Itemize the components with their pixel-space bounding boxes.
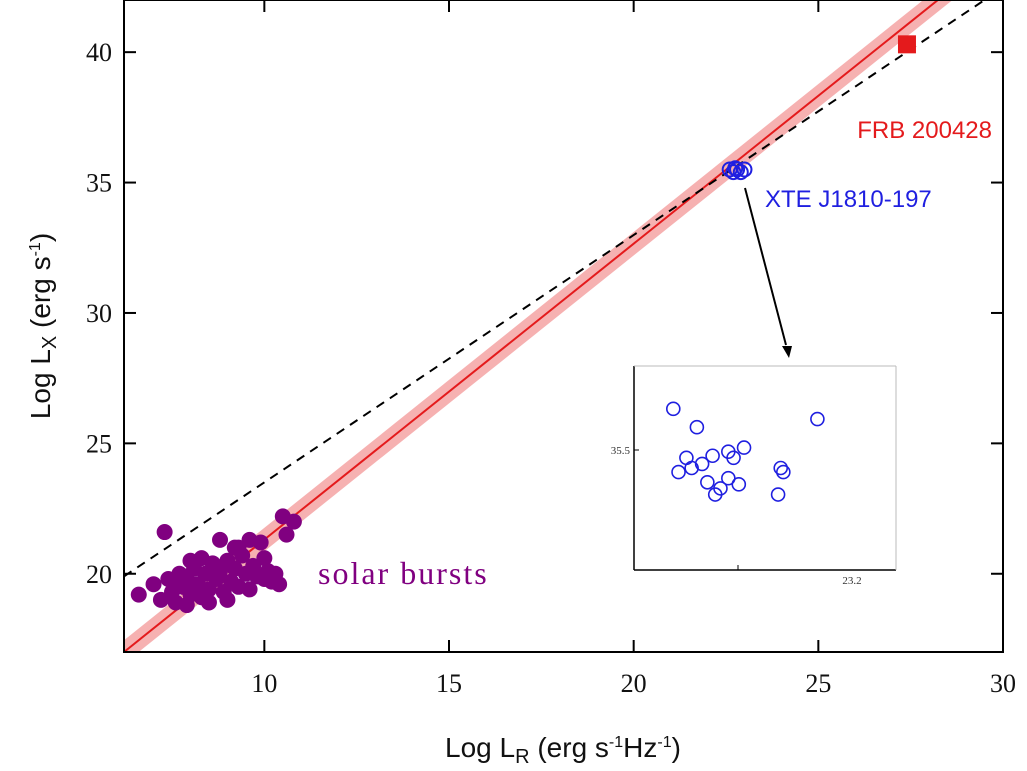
frb-200428-point: [897, 35, 916, 54]
inset-point: [684, 460, 699, 476]
inset-background: [634, 366, 896, 570]
plot-area: [124, 0, 986, 652]
solar-bursts-point: [285, 513, 302, 530]
solar-bursts-point: [152, 591, 169, 608]
solar-bursts-point: [167, 576, 184, 593]
y-tick-label: 30: [86, 299, 112, 328]
solar-bursts-point: [145, 576, 162, 593]
label-frb-200428: FRB 200428: [857, 117, 992, 144]
solar-bursts-point: [256, 550, 273, 567]
x-tick-label: 15: [436, 669, 462, 698]
solar-bursts-point: [182, 552, 199, 569]
inset-x-tick-label: 23.2: [842, 575, 861, 587]
inset-point: [773, 460, 789, 476]
inset-point: [713, 481, 728, 496]
zoom-arrow-head: [782, 346, 792, 358]
solar-bursts-point: [156, 524, 173, 541]
y-tick-label: 25: [86, 429, 112, 458]
inset-point: [731, 477, 747, 492]
inset-point: [721, 444, 736, 459]
xte-j1810-197-point: [727, 160, 744, 177]
inset-point: [671, 464, 686, 480]
zoom-arrow-line: [744, 187, 787, 346]
label-solar-bursts: solar bursts: [318, 555, 489, 591]
y-tick-label: 20: [86, 560, 112, 589]
solar-bursts-point: [178, 597, 195, 614]
solar-bursts-point: [226, 539, 243, 556]
annotations: FRB 200428 XTE J1810-197 solar bursts: [318, 117, 992, 591]
fit-line: [124, 0, 940, 652]
x-tick-label: 30: [990, 669, 1016, 698]
solar-bursts-point: [212, 531, 229, 548]
solar-bursts-point: [200, 594, 217, 611]
plot-frame: [123, 0, 1004, 653]
y-tick-label: 35: [86, 169, 112, 198]
inset-zoom: 35.5 23.2: [611, 365, 897, 587]
x-tick-label: 20: [621, 669, 647, 698]
inset-point: [694, 456, 710, 472]
label-xte-j1810-197: XTE J1810-197: [765, 186, 932, 213]
dashed-reference-line: [124, 0, 986, 578]
inset-point: [689, 419, 705, 435]
inset-point: [721, 470, 736, 486]
x-tick-label: 10: [251, 669, 277, 698]
inset-point: [700, 474, 715, 490]
solar-bursts-point: [241, 581, 258, 598]
inset-y-tick-label: 35.5: [611, 445, 631, 457]
solar-bursts-point: [130, 586, 147, 603]
solar-bursts-point: [271, 576, 288, 593]
inset-point: [665, 401, 681, 417]
inset-point: [770, 487, 786, 502]
axes: 10 15 20 25 30 20 25 30 35 40: [86, 0, 1016, 698]
inset-point: [810, 411, 825, 427]
solar-bursts-point: [219, 591, 236, 608]
inset-point: [776, 464, 791, 480]
solar-bursts-point: [241, 531, 258, 548]
inset-point: [736, 440, 752, 455]
solar-bursts-point: [278, 526, 295, 543]
x-tick-label: 25: [805, 669, 831, 698]
xte-j1810-197-point: [736, 161, 753, 178]
xte-j1810-197-point: [729, 161, 746, 178]
x-axis-title: Log LR (erg s-1Hz-1): [445, 732, 681, 768]
y-tick-label: 40: [86, 38, 112, 67]
inset-point: [705, 448, 720, 464]
y-axis-title: Log LX (erg s-1): [25, 233, 61, 419]
